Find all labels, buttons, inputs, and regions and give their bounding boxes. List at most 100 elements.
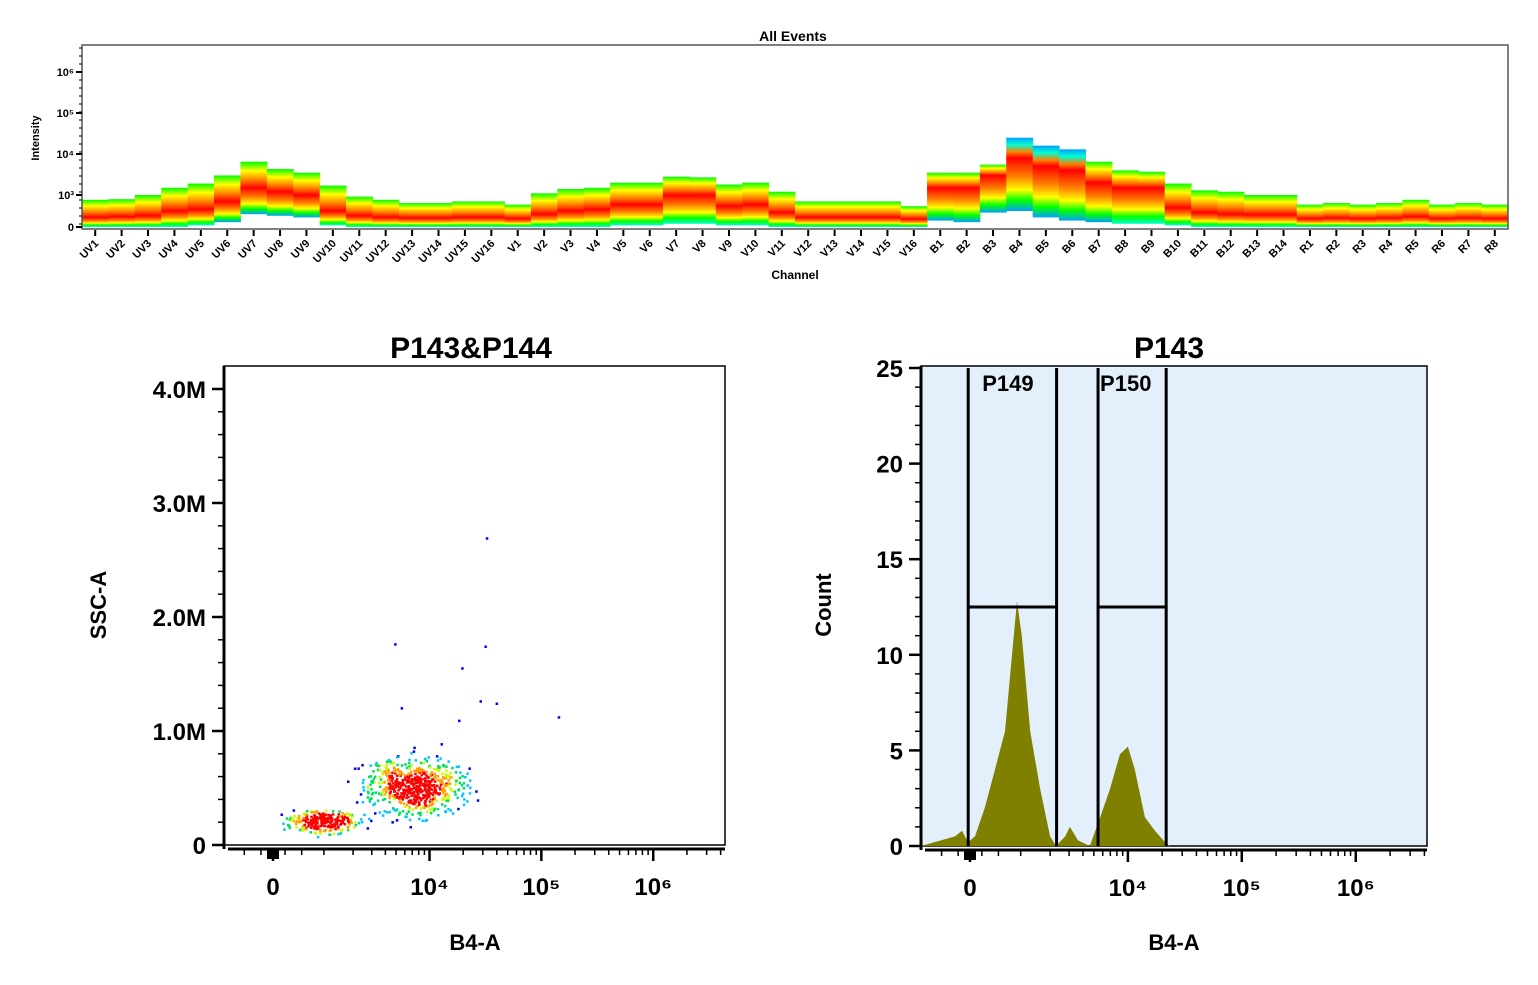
scatter-event-point [421,769,425,772]
scatter-event-point [369,775,373,778]
channel-bar-r1 [1296,204,1324,227]
scatter-event-point [394,785,397,789]
scatter-event-point [348,813,352,817]
scatter-event-point [368,775,371,779]
scatter-event-point [390,779,394,783]
scatter-event-point [407,810,411,813]
scatter-event-point [418,767,421,770]
scatter-event-point [401,809,405,813]
scatter-event-point [336,826,339,829]
scatter-event-point [283,828,286,831]
scatter-event-point [327,824,331,827]
scatter-event-point [386,778,390,782]
scatter-event-point [312,822,315,825]
scatter-event-point [315,827,318,831]
channel-label: UV10 [311,238,339,266]
channel-label: V10 [739,238,761,260]
scatter-event-point [380,793,384,797]
channel-bar-r4 [1375,203,1403,227]
scatter-event-point [422,761,425,765]
spectral-title: All Events [759,28,827,44]
scatter-event-point [418,784,422,787]
scatter-event-point [447,760,450,763]
channel-bar-v9 [715,184,743,226]
scatter-event-point [403,778,406,781]
scatter-event-point [384,790,388,794]
x-zero-marker [267,849,279,859]
scatter-event-point [418,789,421,792]
scatter-event-point [394,783,397,787]
scatter-event-point [302,813,305,816]
scatter-event-point [317,812,321,815]
scatter-event-point [407,786,411,790]
scatter-event-point [419,813,422,817]
channel-label: V3 [559,238,577,256]
scatter-event-point [442,777,445,780]
scatter-event-point [446,784,450,787]
scatter-event-point [388,775,392,779]
channel-label: UV13 [390,238,418,266]
scatter-event-point [433,787,437,790]
scatter-event-point [427,776,430,779]
scatter-event-point [359,818,363,821]
channel-label: UV2 [104,238,128,262]
scatter-event-point [430,780,433,783]
scatter-event-point [319,815,323,818]
scatter-event-point [399,770,402,774]
channel-bar-v5 [610,182,638,226]
scatter-event-point [316,835,320,839]
channel-label: B12 [1214,238,1237,261]
scatter-event-point [370,793,374,796]
scatter-event-point [422,793,425,797]
channel-bar-b9 [1138,171,1166,224]
scatter-event-point [403,774,406,777]
scatter-event-point [341,812,344,815]
scatter-event-point [414,798,418,802]
scatter-event-point [414,789,418,792]
scatter-event-point [408,780,411,784]
scatter-event-point [419,768,422,771]
scatter-event-point [304,827,307,831]
scatter-event-point [394,809,397,812]
scatter-event-point [419,761,423,765]
scatter-event-point [424,776,427,780]
scatter-event-point [400,792,403,795]
scatter-event-point [424,803,427,807]
scatter-event-point [414,759,418,762]
scatter-event-point [291,816,294,820]
scatter-event-point [393,766,396,769]
scatter-event-point [388,796,391,800]
scatter-event-point [453,790,457,793]
scatter-event-point [324,824,327,828]
channel-bar-v3 [557,189,585,227]
scatter-event-point [324,809,328,812]
y-tick-label: 10³ [58,190,74,202]
scatter-event-point [391,785,395,788]
scatter-event-point [362,778,365,782]
scatter-event-point [405,775,408,778]
scatter-event-point [309,826,313,829]
scatter-event-point [322,814,326,817]
scatter-event-point [417,812,420,815]
channel-label: V2 [532,238,550,256]
scatter-event-point [462,782,466,785]
channel-bar-b8 [1111,170,1139,224]
channel-bar-r8 [1481,204,1509,227]
gate-p150[interactable]: P150 [1096,368,1168,846]
scatter-event-point [423,802,427,805]
scatter-event-point [466,784,469,787]
channel-bar-b14 [1270,195,1298,227]
channel-label: UV11 [338,238,366,266]
scatter-event-point [385,767,388,770]
channel-bar-uv12 [372,199,400,227]
scatter-event-point [326,818,330,821]
scatter-event-point [346,826,350,829]
scatter-event-point [442,791,445,795]
gate-p149[interactable]: P149 [966,368,1059,846]
scatter-event-point [431,797,435,801]
scatter-event-point [285,817,289,820]
scatter-event-point [419,769,423,773]
spectral-chart: All Events Channel Intensity 0 10³ 10⁴ 10⁵ 1… [30,28,1509,282]
scatter-event-point [415,770,419,773]
x-tick-label: 10⁴ [410,874,449,901]
